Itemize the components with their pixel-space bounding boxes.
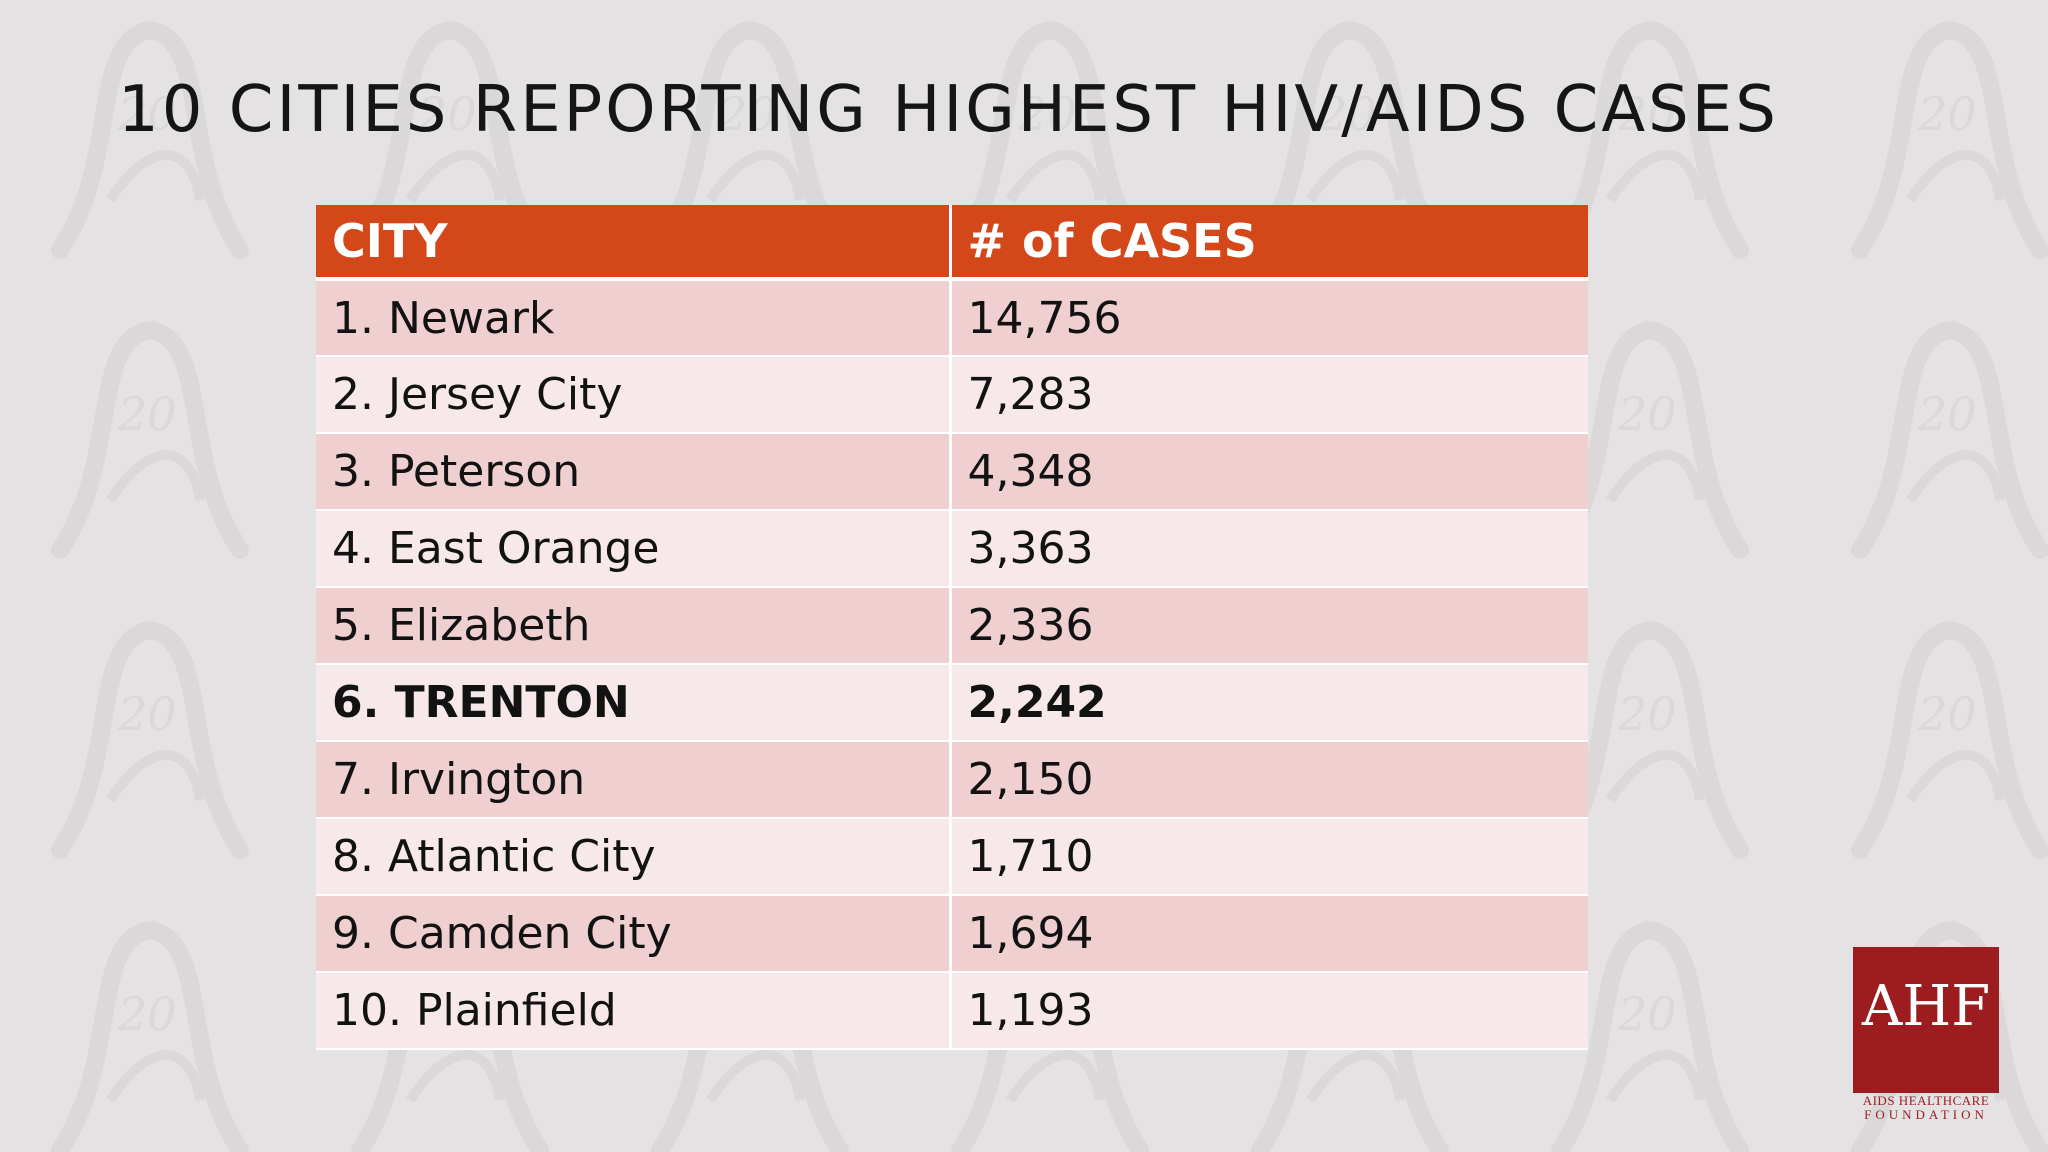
cases-cell: 1,694	[950, 895, 1588, 973]
table-row: 9. Camden City 1,694	[316, 895, 1588, 973]
slide-title: 10 CITIES REPORTING HIGHEST HIV/AIDS CAS…	[118, 73, 1779, 147]
column-header-cases: # of CASES	[950, 205, 1588, 281]
city-cell: 3. Peterson	[316, 433, 952, 511]
cases-cell: 1,710	[950, 818, 1588, 896]
ahf-logo: AHF	[1853, 947, 1999, 1093]
cases-cell: 4,348	[950, 433, 1588, 511]
table-row: 1. Newark 14,756	[316, 279, 1588, 357]
cities-cases-table: CITY # of CASES 1. Newark 14,756 2. Jers…	[316, 205, 1588, 1050]
table-row: 8. Atlantic City 1,710	[316, 818, 1588, 896]
cases-cell: 3,363	[950, 510, 1588, 588]
table-header-row: CITY # of CASES	[316, 205, 1588, 281]
table-row-highlighted: 6. TRENTON 2,242	[316, 664, 1588, 742]
city-cell: 7. Irvington	[316, 741, 952, 819]
column-header-city: CITY	[316, 205, 952, 281]
city-cell: 9. Camden City	[316, 895, 952, 973]
city-cell: 8. Atlantic City	[316, 818, 952, 896]
city-cell: 1. Newark	[316, 279, 952, 357]
logo-caption: AIDS HEALTHCARE FOUNDATION	[1853, 1094, 1999, 1122]
city-cell: 4. East Orange	[316, 510, 952, 588]
table-row: 2. Jersey City 7,283	[316, 356, 1588, 434]
table-row: 10. Plainfield 1,193	[316, 972, 1588, 1050]
logo-caption-line2: FOUNDATION	[1864, 1107, 1988, 1122]
logo-caption-line1: AIDS HEALTHCARE	[1862, 1093, 1990, 1108]
table-row: 4. East Orange 3,363	[316, 510, 1588, 588]
city-cell: 10. Plainfield	[316, 972, 952, 1050]
cases-cell: 7,283	[950, 356, 1588, 434]
city-cell: 5. Elizabeth	[316, 587, 952, 665]
cases-cell: 1,193	[950, 972, 1588, 1050]
table-row: 3. Peterson 4,348	[316, 433, 1588, 511]
city-cell: 6. TRENTON	[316, 664, 952, 742]
cases-cell: 2,242	[950, 664, 1588, 742]
cases-cell: 2,150	[950, 741, 1588, 819]
city-cell: 2. Jersey City	[316, 356, 952, 434]
table-row: 7. Irvington 2,150	[316, 741, 1588, 819]
cases-cell: 2,336	[950, 587, 1588, 665]
cases-cell: 14,756	[950, 279, 1588, 357]
table-row: 5. Elizabeth 2,336	[316, 587, 1588, 665]
logo-text: AHF	[1861, 974, 1991, 1039]
